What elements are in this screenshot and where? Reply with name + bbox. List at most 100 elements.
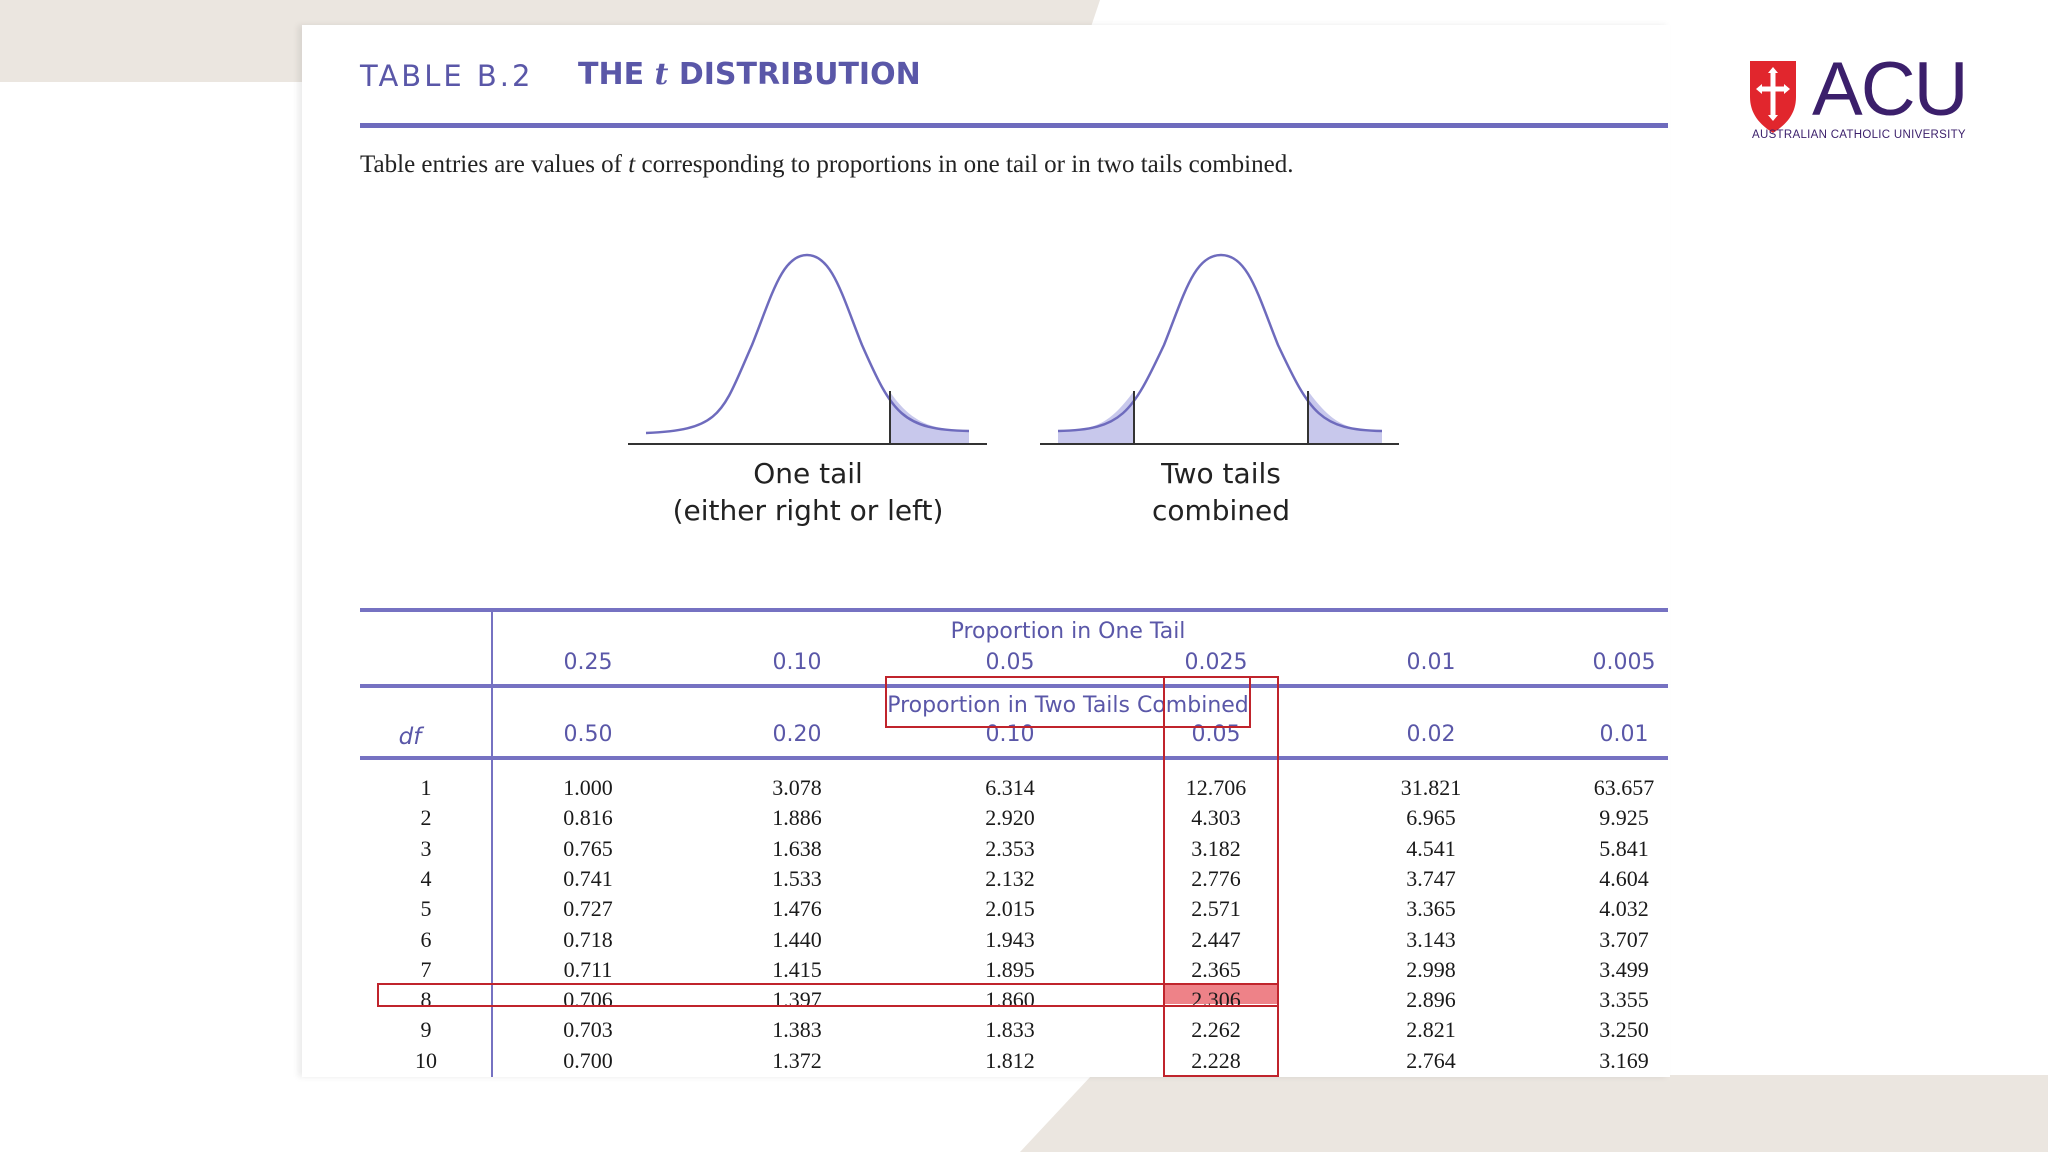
df-cell: 2: [420, 805, 432, 831]
table-cell: 31.821: [1400, 775, 1462, 800]
table-cell: 3.169: [1599, 1047, 1649, 1073]
table-cell: 6.314: [985, 775, 1035, 800]
df-cell: 1: [420, 775, 432, 800]
table-cell: 0.718: [563, 926, 613, 952]
df-cell: 7: [420, 956, 432, 982]
one-tail-label: One tail (either right or left): [672, 457, 944, 527]
table-cell: 1.943: [985, 926, 1035, 952]
table-cell: 2.920: [985, 805, 1035, 831]
one-tail-header-cell: 0.005: [1592, 650, 1656, 675]
table-number: TABLE B.2: [360, 59, 534, 93]
table-cell: 3.499: [1599, 956, 1649, 982]
table-cell: 1.397: [772, 987, 822, 1013]
table-cell: 2.776: [1191, 865, 1241, 891]
table-header-rule: [360, 756, 1668, 760]
table-cell: 0.765: [563, 835, 613, 861]
table-cell: 2.353: [985, 835, 1035, 861]
one-tail-heading: Proportion in One Tail: [950, 619, 1186, 644]
table-cell: 2.764: [1406, 1047, 1456, 1073]
df-cell: 8: [420, 987, 432, 1013]
intro-text: Table entries are values of t correspond…: [360, 151, 1294, 178]
table-cell: 12.706: [1185, 775, 1247, 800]
highlighted-cell: [1164, 983, 1278, 1004]
one-tail-header-cell: 0.025: [1184, 650, 1248, 675]
table-cell: 4.303: [1191, 805, 1241, 831]
table-cell: 3.182: [1191, 835, 1241, 861]
df-label: df: [398, 724, 422, 750]
row-highlight-box: [377, 983, 1279, 1007]
table-cell: 2.262: [1191, 1017, 1241, 1043]
df-cell: 6: [420, 926, 432, 952]
two-tails-header-cell: 0.20: [772, 722, 822, 747]
table-cell: 0.700: [563, 1047, 613, 1073]
table-cell: 0.727: [563, 896, 613, 922]
one-tail-shade: [890, 392, 969, 443]
two-tails-heading-box: [885, 676, 1251, 728]
df-cell: 10: [415, 1047, 437, 1073]
table-cell: 3.365: [1406, 896, 1456, 922]
one-tail-curve: [628, 253, 987, 445]
table-cell: 9.925: [1599, 805, 1649, 831]
red-shield-cross-icon: [1750, 61, 1796, 133]
two-tails-heading: Proportion in Two Tails Combined: [887, 693, 1249, 718]
table-cell: 6.965: [1406, 805, 1456, 831]
table-cell: 4.604: [1599, 865, 1649, 891]
table-cell: 2.015: [985, 896, 1035, 922]
table-cell: 1.533: [772, 865, 822, 891]
table-cell: 3.707: [1599, 926, 1649, 952]
table-cell: 3.355: [1599, 987, 1649, 1013]
table-cell: 0.816: [563, 805, 613, 831]
table-cell: 3.747: [1406, 865, 1456, 891]
table-cell: 2.571: [1191, 896, 1241, 922]
table-top-rule: [360, 608, 1668, 612]
table-cell: 1.415: [772, 956, 822, 982]
table-cell: 1.383: [772, 1017, 822, 1043]
logo-subtitle: AUSTRALIAN CATHOLIC UNIVERSITY: [1752, 129, 1966, 141]
one-tail-header-cell: 0.01: [1406, 650, 1456, 675]
column-highlight-box: [1163, 676, 1279, 1077]
table-cell: 1.476: [772, 896, 822, 922]
table-cell: 1.886: [772, 805, 822, 831]
table-cell: 1.372: [772, 1047, 822, 1073]
df-cell: 3: [420, 835, 432, 861]
two-tails-header-cell: 0.02: [1406, 722, 1456, 747]
table-cell: 2.896: [1406, 987, 1456, 1013]
table-cell: 1.440: [772, 926, 822, 952]
table-cell: 0.703: [563, 1017, 613, 1043]
table-cell: 3.143: [1406, 926, 1456, 952]
table-cell: 1.860: [985, 987, 1035, 1013]
df-cell: 9: [420, 1017, 432, 1043]
table-cell: 1.000: [563, 775, 613, 800]
table-cell: 0.706: [563, 987, 613, 1013]
background-shape-bottom: [1020, 1075, 2048, 1152]
scanned-page: TABLE B.2 THE t DISTRIBUTION Table entri…: [302, 25, 1670, 1077]
one-tail-header-cell: 0.10: [772, 650, 822, 675]
table-cell: 1.895: [985, 956, 1035, 982]
df-cell: 5: [420, 896, 432, 922]
table-cell: 2.132: [985, 865, 1035, 891]
table-cell: 3.078: [772, 775, 822, 800]
table-cell: 4.541: [1406, 835, 1456, 861]
table-cell: 1.833: [985, 1017, 1035, 1043]
df-cell: 4: [420, 865, 432, 891]
one-tail-header-cell: 0.25: [563, 650, 613, 675]
logo-wordmark: ACU: [1812, 47, 1968, 132]
two-tails-header-cell: 0.50: [563, 722, 613, 747]
acu-logo: [1750, 61, 1796, 133]
table-cell: 0.741: [563, 865, 613, 891]
two-tails-header-cell: 0.01: [1599, 722, 1649, 747]
title-rule: [360, 123, 1668, 128]
table-cell: 2.998: [1406, 956, 1456, 982]
table-cell: 4.032: [1599, 896, 1649, 922]
table-cell: 2.228: [1191, 1047, 1241, 1073]
table-mid-rule: [360, 684, 1668, 688]
left-tail-shade: [1058, 391, 1134, 443]
table-cell: 2.821: [1406, 1017, 1456, 1043]
table-cell: 1.638: [772, 835, 822, 861]
table-cell: 63.657: [1593, 775, 1655, 800]
right-tail-shade: [1308, 391, 1382, 443]
table-cell: 3.250: [1599, 1017, 1649, 1043]
table-title: THE t DISTRIBUTION: [578, 57, 921, 92]
table-cell: 1.812: [985, 1047, 1035, 1073]
two-tails-label: Two tails combined: [1151, 457, 1291, 527]
